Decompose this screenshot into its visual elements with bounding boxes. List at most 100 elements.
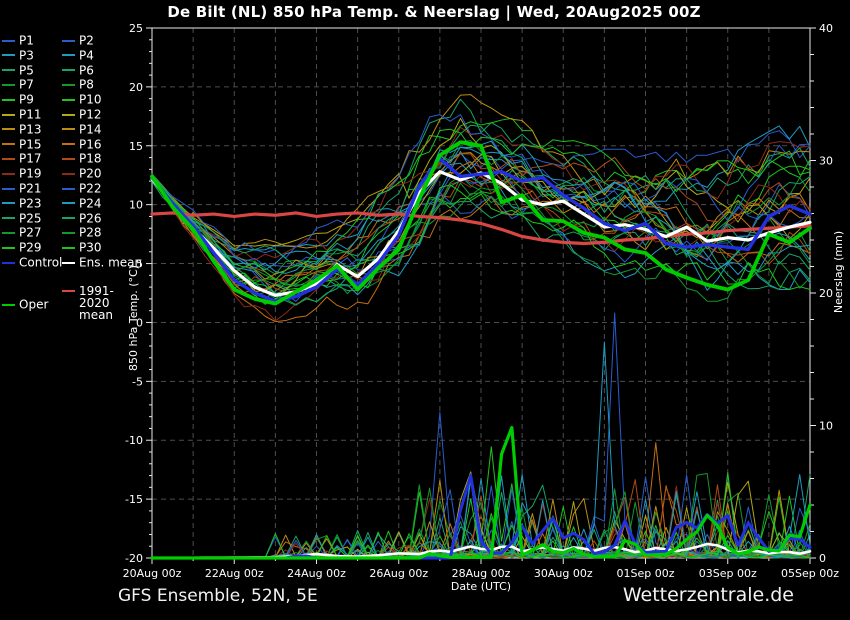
- ensemble-member-temp-line: [151, 175, 811, 286]
- legend-label: P10: [79, 92, 102, 107]
- legend-item-control: Control: [2, 256, 62, 269]
- legend-swatch: [2, 261, 15, 264]
- legend-swatch: [2, 246, 15, 249]
- y-left-tick-label: -10: [125, 434, 143, 447]
- y-right-tick-label: 0: [819, 552, 826, 565]
- y-right-tick-label: 40: [819, 22, 833, 35]
- legend-label: P24: [79, 196, 102, 211]
- legend-item-p6: P6: [62, 63, 94, 78]
- legend-label: P11: [19, 107, 42, 122]
- legend-swatch: [62, 246, 75, 249]
- legend-item-p28: P28: [62, 226, 102, 239]
- legend: P1 P2 P3 P4 P5 P6 P7 P8 P9 P10 P11 P12 P13 P14 P15 P16 P…: [0, 0, 152, 330]
- legend-item-p22: P22: [62, 182, 102, 195]
- legend-swatch: [62, 98, 75, 101]
- legend-swatch: [2, 172, 15, 175]
- legend-label: P18: [79, 151, 102, 166]
- legend-label: Ens. mean: [79, 255, 143, 270]
- legend-label: P9: [19, 92, 34, 107]
- legend-item-p18: P18: [62, 152, 102, 165]
- legend-swatch: [2, 202, 15, 205]
- legend-label: P29: [19, 240, 42, 255]
- legend-label: Control: [19, 255, 63, 270]
- legend-item-p11: P11: [2, 108, 42, 121]
- x-tick-label: 20Aug 00z: [123, 567, 182, 580]
- legend-swatch: [2, 54, 15, 57]
- legend-swatch: [62, 128, 75, 131]
- legend-label: P23: [19, 196, 42, 211]
- legend-item-p9: P9: [2, 93, 34, 106]
- x-tick-label: 05Sep 00z: [781, 567, 839, 580]
- x-tick-label: 03Sep 00z: [699, 567, 757, 580]
- legend-item-p12: P12: [62, 108, 102, 121]
- legend-label: P5: [19, 63, 34, 78]
- legend-swatch: [62, 54, 75, 57]
- legend-label: P20: [79, 166, 102, 181]
- chart-title: De Bilt (NL) 850 hPa Temp. & Neerslag | …: [167, 3, 701, 21]
- y-left-tick-label: 10: [129, 199, 143, 212]
- ensemble-member-temp-line: [151, 174, 811, 323]
- legend-item-climate-mean: 1991-2020 mean: [62, 285, 141, 321]
- legend-swatch: [62, 39, 75, 42]
- ensemble-member-temp-line: [151, 114, 811, 259]
- legend-label: P14: [79, 122, 102, 137]
- legend-swatch: [2, 143, 15, 146]
- ensemble-member-temp-line: [151, 176, 811, 302]
- legend-label: P28: [79, 225, 102, 240]
- legend-item-p1: P1: [2, 34, 34, 47]
- y-left-tick-label: -5: [132, 375, 143, 388]
- ensemble-member-temp-line: [151, 128, 811, 281]
- legend-label: P3: [19, 48, 34, 63]
- legend-item-oper: Oper: [2, 298, 48, 311]
- model-info: GFS Ensemble, 52N, 5E: [118, 586, 318, 606]
- legend-item-p17: P17: [2, 152, 42, 165]
- y-left-tick-label: 20: [129, 81, 143, 94]
- legend-label: P27: [19, 225, 42, 240]
- site-watermark: Wetterzentrale.de: [622, 584, 794, 606]
- legend-item-p24: P24: [62, 196, 102, 211]
- legend-swatch: [2, 113, 15, 116]
- legend-swatch: [62, 231, 75, 234]
- oper-line: [150, 140, 812, 306]
- y-left-tick-label: 25: [129, 22, 143, 35]
- legend-swatch: [62, 187, 75, 190]
- legend-label: P21: [19, 181, 42, 196]
- legend-swatch: [2, 231, 15, 234]
- legend-item-p27: P27: [2, 226, 42, 239]
- x-tick-label: 24Aug 00z: [287, 567, 346, 580]
- legend-item-p5: P5: [2, 63, 34, 78]
- legend-swatch: [62, 143, 75, 146]
- legend-item-p14: P14: [62, 122, 102, 137]
- legend-swatch: [62, 217, 75, 220]
- legend-swatch: [2, 303, 15, 306]
- legend-swatch: [2, 83, 15, 86]
- y-right-tick-label: 20: [819, 287, 833, 300]
- ensemble-member-temp-line: [151, 175, 811, 295]
- x-tick-label: 26Aug 00z: [369, 567, 428, 580]
- legend-item-p23: P23: [2, 196, 42, 211]
- legend-swatch: [2, 39, 15, 42]
- legend-swatch: [62, 69, 75, 72]
- legend-label: P25: [19, 211, 42, 226]
- ensemble-member-temp-line: [151, 169, 811, 271]
- legend-label: P13: [19, 122, 42, 137]
- legend-item-p3: P3: [2, 48, 34, 63]
- climate_mean-line: [150, 211, 812, 246]
- legend-label: P6: [79, 63, 94, 78]
- y-left-tick-label: 15: [129, 140, 143, 153]
- legend-label: Oper: [19, 297, 49, 312]
- legend-label: 1991-2020 mean: [79, 284, 114, 322]
- oper_precip-line: [150, 425, 812, 560]
- legend-swatch: [2, 157, 15, 160]
- legend-swatch: [2, 187, 15, 190]
- legend-item-p4: P4: [62, 49, 94, 61]
- ensemble-member-temp-line: [151, 94, 811, 250]
- legend-item-p16: P16: [62, 138, 102, 150]
- x-tick-label: 22Aug 00z: [205, 567, 264, 580]
- legend-label: P15: [19, 137, 42, 152]
- legend-swatch: [2, 128, 15, 131]
- legend-swatch: [2, 98, 15, 101]
- legend-swatch: [62, 113, 75, 116]
